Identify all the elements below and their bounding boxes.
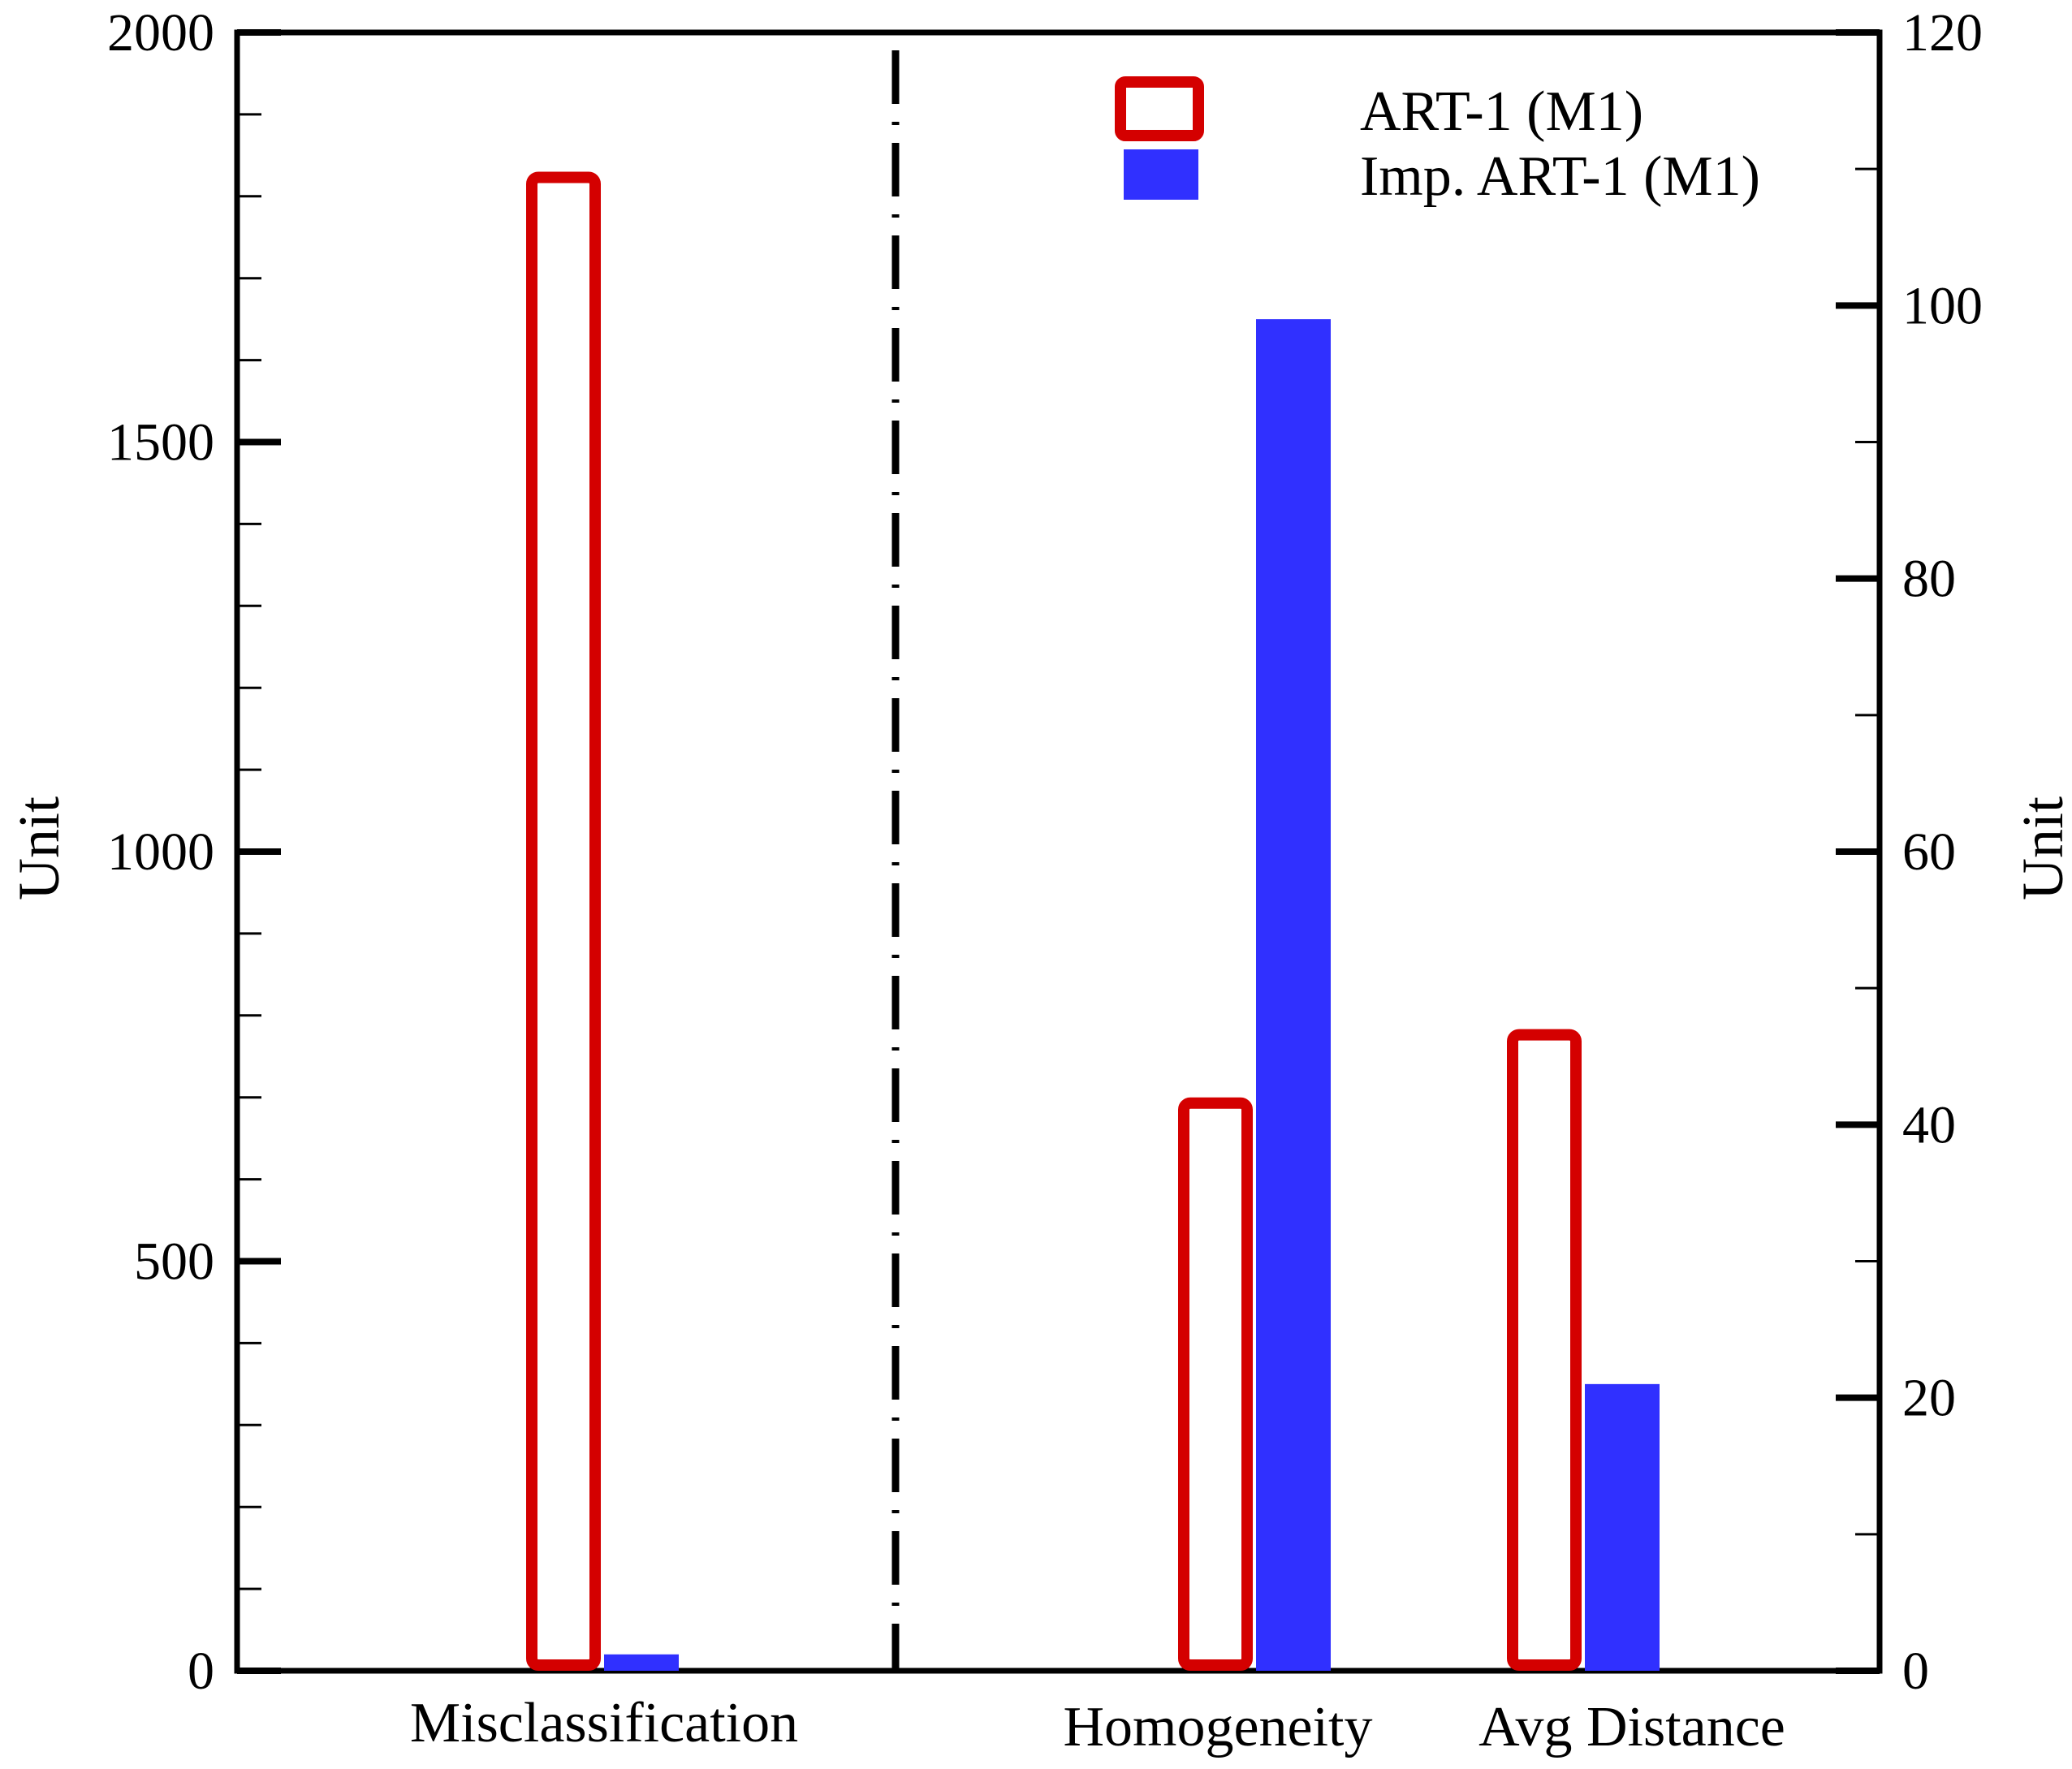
left-tick-label: 2000 <box>107 3 214 63</box>
bar-imp-art1-misclassification <box>604 1654 679 1671</box>
legend-swatch-art1 <box>1115 76 1204 141</box>
category-labels: Misclassification Homogeneity Avg Distance <box>410 1692 1785 1758</box>
bar-art1-misclassification <box>526 171 601 1671</box>
bar-imp-art1-avg-distance <box>1585 1383 1660 1671</box>
bar-art1-avg-distance <box>1507 1029 1582 1672</box>
left-tick-label: 0 <box>188 1642 214 1701</box>
right-tick-label: 60 <box>1902 822 1956 882</box>
left-axis-title: Unit <box>6 796 71 900</box>
category-label: Avg Distance <box>1478 1696 1785 1758</box>
legend: ART-1 (M1) Imp. ART-1 (M1) <box>1115 76 1760 208</box>
bar-imp-art1-homogeneity <box>1256 319 1331 1671</box>
left-tick-label: 1500 <box>107 413 214 472</box>
right-axis: 0 20 40 60 80 100 120 <box>1836 3 1983 1701</box>
category-label: Homogeneity <box>1063 1696 1372 1758</box>
right-tick-label: 0 <box>1902 1642 1929 1701</box>
legend-swatch-imp-art1 <box>1124 149 1198 200</box>
right-tick-label: 120 <box>1902 3 1983 63</box>
bar-art1-homogeneity <box>1178 1097 1253 1671</box>
left-tick-label: 500 <box>134 1232 214 1292</box>
left-axis: 0 500 1000 1500 2000 <box>107 3 281 1701</box>
legend-label-imp-art1: Imp. ART-1 (M1) <box>1360 145 1760 208</box>
right-tick-label: 100 <box>1902 276 1983 335</box>
bars <box>526 171 1660 1672</box>
left-tick-label: 1000 <box>107 822 214 882</box>
category-label: Misclassification <box>410 1692 798 1754</box>
right-tick-label: 40 <box>1902 1095 1956 1154</box>
legend-label-art1: ART-1 (M1) <box>1360 80 1643 143</box>
right-tick-label: 20 <box>1902 1369 1956 1428</box>
right-tick-label: 80 <box>1902 550 1956 609</box>
right-axis-title: Unit <box>2010 796 2072 900</box>
